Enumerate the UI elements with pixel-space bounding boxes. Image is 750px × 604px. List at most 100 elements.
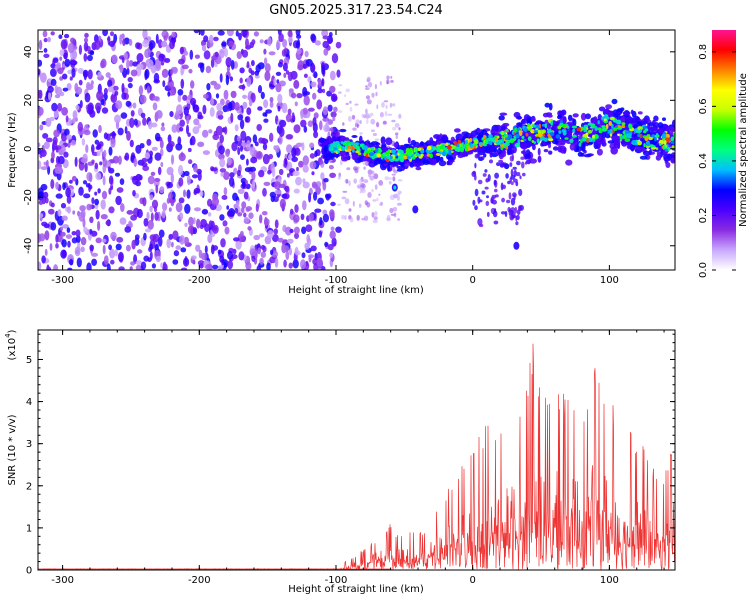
spectrogram-blob — [341, 214, 345, 220]
spectrogram-blob — [114, 249, 119, 257]
spectrogram-blob — [133, 157, 138, 167]
spectrogram-blob — [352, 127, 357, 131]
spectrogram-blob — [294, 204, 299, 213]
spectrogram-blob — [171, 31, 176, 38]
spectrogram-blob — [506, 199, 511, 204]
spectrogram-blob — [291, 156, 299, 163]
spectrogram-blob — [394, 122, 400, 128]
spectrogram-blob — [292, 259, 299, 269]
spectrogram-blob — [384, 110, 388, 117]
colorbar-ticks: 0.0 0.2 0.4 0.6 0.8 — [698, 44, 736, 278]
spectrogram-blob — [146, 85, 151, 94]
spectrogram-blob — [155, 33, 159, 44]
spectrogram-blob — [322, 213, 329, 223]
spectrogram-blob — [295, 41, 301, 49]
spectrogram-blob — [267, 170, 272, 175]
spectrogram-blob — [663, 140, 667, 146]
spectrogram-blob — [362, 161, 366, 166]
spectrogram-blob — [388, 80, 391, 84]
spectrogram-blob — [67, 240, 71, 248]
spectrogram-blob — [328, 146, 332, 152]
spectrogram-blob — [60, 39, 68, 50]
spectrogram-blob — [329, 70, 336, 81]
spectrogram-blob — [190, 97, 197, 106]
spectrogram-blob — [664, 148, 669, 152]
spectrogram-blob — [637, 111, 643, 115]
spectrogram-blob — [242, 94, 248, 99]
spectrogram-blob — [312, 92, 317, 100]
spectrogram-blob — [83, 70, 87, 81]
spectrogram-blob — [108, 244, 112, 251]
spectrogram-blob — [360, 188, 366, 194]
spectrogram-blob — [474, 129, 478, 134]
spectrogram-blob — [594, 126, 598, 131]
spectrogram-blob — [260, 251, 266, 258]
spectrogram-blob — [62, 87, 69, 92]
spectrogram-blob — [55, 234, 59, 243]
spectrogram-blob — [38, 39, 43, 51]
spectrogram-blob — [146, 138, 152, 146]
spectrogram-blob — [57, 209, 62, 217]
spectrogram-blob — [241, 181, 246, 189]
spectrogram-blob — [160, 161, 164, 168]
spectrogram-blob — [142, 30, 148, 40]
spectrogram-blob — [192, 126, 200, 135]
spectrogram-blob — [283, 72, 287, 78]
spectrogram-blob — [501, 131, 505, 136]
spectrogram-blob — [476, 153, 481, 158]
spectrogram-blob — [179, 127, 184, 132]
spectrogram-blob — [238, 251, 245, 261]
spectrogram-blob — [610, 146, 618, 155]
spectrogram-blob — [40, 72, 47, 83]
spectrogram-blob — [291, 112, 295, 121]
spectrogram-blob — [80, 209, 86, 219]
spectrogram-blob — [149, 243, 153, 251]
spectrogram-blob — [516, 160, 521, 166]
colorbar-tick-label: 0.6 — [698, 98, 709, 114]
spectrogram-blob — [245, 38, 249, 48]
spectrogram-marks — [38, 30, 675, 270]
spectrogram-blob — [351, 114, 356, 120]
snr-scale-close: ) — [7, 329, 18, 333]
spectrogram-blob — [397, 202, 402, 206]
spectrogram-blob — [369, 112, 374, 117]
spectrogram-blob — [385, 150, 390, 156]
spectrogram-blob — [180, 247, 187, 253]
spectrogram-blob — [373, 216, 378, 220]
spectrogram-blob — [330, 111, 337, 118]
spectrogram-blob — [337, 149, 341, 154]
spectrogram-blob — [150, 171, 156, 176]
spectrogram-blob — [160, 262, 164, 269]
spectrogram-blob — [128, 60, 134, 67]
spectrogram-blob — [107, 86, 114, 93]
spectrogram-blob — [263, 48, 267, 55]
spectrogram-blob — [64, 58, 71, 67]
spectrogram-blob — [363, 114, 367, 119]
spectrogram-blob — [227, 260, 233, 270]
spectrogram-blob — [513, 132, 517, 135]
spectrogram-blob — [139, 143, 145, 149]
spectrogram-blob — [386, 81, 389, 85]
spectrogram-blob — [461, 131, 470, 136]
spectrogram-blob — [477, 179, 483, 185]
spectrogram-ytick-label: 0 — [23, 146, 34, 152]
spectrogram-blob — [515, 215, 518, 222]
spectrogram-blob — [644, 136, 649, 141]
spectrogram-blob — [537, 155, 542, 163]
spectrogram-blob — [485, 178, 490, 183]
spectrogram-blob — [317, 78, 322, 87]
spectrogram-blob — [94, 198, 99, 206]
spectrogram-blob — [168, 75, 172, 83]
spectrogram-blob — [183, 257, 190, 267]
spectrogram-blob — [51, 151, 55, 160]
spectrogram-blob — [548, 102, 553, 111]
spectrogram-blob — [53, 109, 59, 119]
snr-ytick-label: 3 — [26, 439, 32, 450]
spectrogram-blob — [215, 125, 223, 136]
spectrogram-blob — [456, 143, 461, 148]
spectrogram-blob — [60, 91, 65, 97]
spectrogram-blob — [396, 165, 402, 169]
spectrogram-blob — [86, 54, 93, 62]
spectrogram-blob — [96, 150, 101, 157]
spectrogram-blob — [385, 104, 388, 110]
